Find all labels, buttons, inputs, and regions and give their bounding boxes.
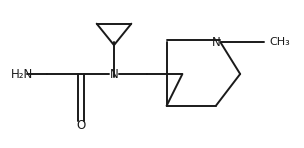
- Text: N: N: [212, 36, 220, 49]
- Text: H₂N: H₂N: [11, 67, 33, 81]
- Text: O: O: [76, 119, 85, 132]
- Text: N: N: [110, 67, 118, 81]
- Text: CH₃: CH₃: [269, 37, 290, 47]
